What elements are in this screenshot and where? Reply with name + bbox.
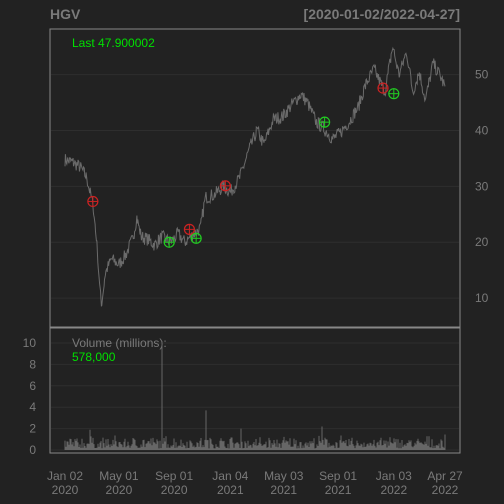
date-tick-year: 2022 <box>380 483 407 497</box>
buy-marker <box>190 232 202 244</box>
date-tick-year: 2020 <box>106 483 133 497</box>
sell-marker <box>183 223 196 235</box>
price-grid <box>51 74 459 299</box>
date-tick-label: Jan 04 <box>212 469 248 483</box>
date-tick-label: Jan 03 <box>376 469 412 483</box>
date-tick-label: Jan 02 <box>47 469 83 483</box>
volume-axis: 0 2 4 6 8 10 <box>23 336 37 457</box>
price-tick-label: 50 <box>475 68 489 82</box>
date-tick-label: Apr 27 <box>427 469 463 483</box>
volume-tick-label: 4 <box>29 400 36 414</box>
date-tick-year: 2020 <box>161 483 188 497</box>
price-panel <box>49 28 461 328</box>
volume-bars-path <box>64 340 446 450</box>
volume-label: Volume (millions): <box>72 336 167 350</box>
buy-marker <box>388 88 400 100</box>
sell-marker <box>219 180 231 192</box>
sell-marker <box>87 195 99 208</box>
price-tick-label: 20 <box>475 235 489 249</box>
date-tick-label: Sep 01 <box>155 469 193 483</box>
chart-title: HGV <box>50 6 81 22</box>
buy-marker <box>163 236 175 248</box>
date-tick-label: May 03 <box>264 469 304 483</box>
trade-markers <box>87 82 400 248</box>
date-tick-year: 2021 <box>217 483 244 497</box>
date-tick-year: 2021 <box>270 483 297 497</box>
date-tick-year: 2022 <box>432 483 459 497</box>
price-tick-label: 10 <box>475 291 489 305</box>
volume-tick-label: 0 <box>29 443 36 457</box>
date-tick-year: 2020 <box>52 483 79 497</box>
price-line <box>64 46 446 307</box>
date-tick-year: 2021 <box>325 483 352 497</box>
volume-tick-label: 6 <box>29 379 36 393</box>
last-price-label: Last 47.900002 <box>72 36 155 50</box>
price-tick-label: 30 <box>475 179 489 193</box>
price-tick-label: 40 <box>475 124 489 138</box>
volume-panel <box>49 327 461 454</box>
buy-marker <box>319 116 331 128</box>
volume-tick-label: 8 <box>29 357 36 371</box>
date-tick-label: Sep 01 <box>319 469 357 483</box>
volume-tick-label: 2 <box>29 422 36 436</box>
volume-bars <box>64 340 446 450</box>
volume-tick-label: 10 <box>23 336 37 350</box>
date-range: [2020-01-02/2022-04-27] <box>304 6 460 22</box>
sell-marker <box>377 82 389 94</box>
date-tick-label: May 01 <box>99 469 139 483</box>
price-axis: 10 20 30 40 50 <box>475 68 489 305</box>
price-series-line <box>64 46 446 307</box>
volume-value: 578,000 <box>72 350 116 364</box>
